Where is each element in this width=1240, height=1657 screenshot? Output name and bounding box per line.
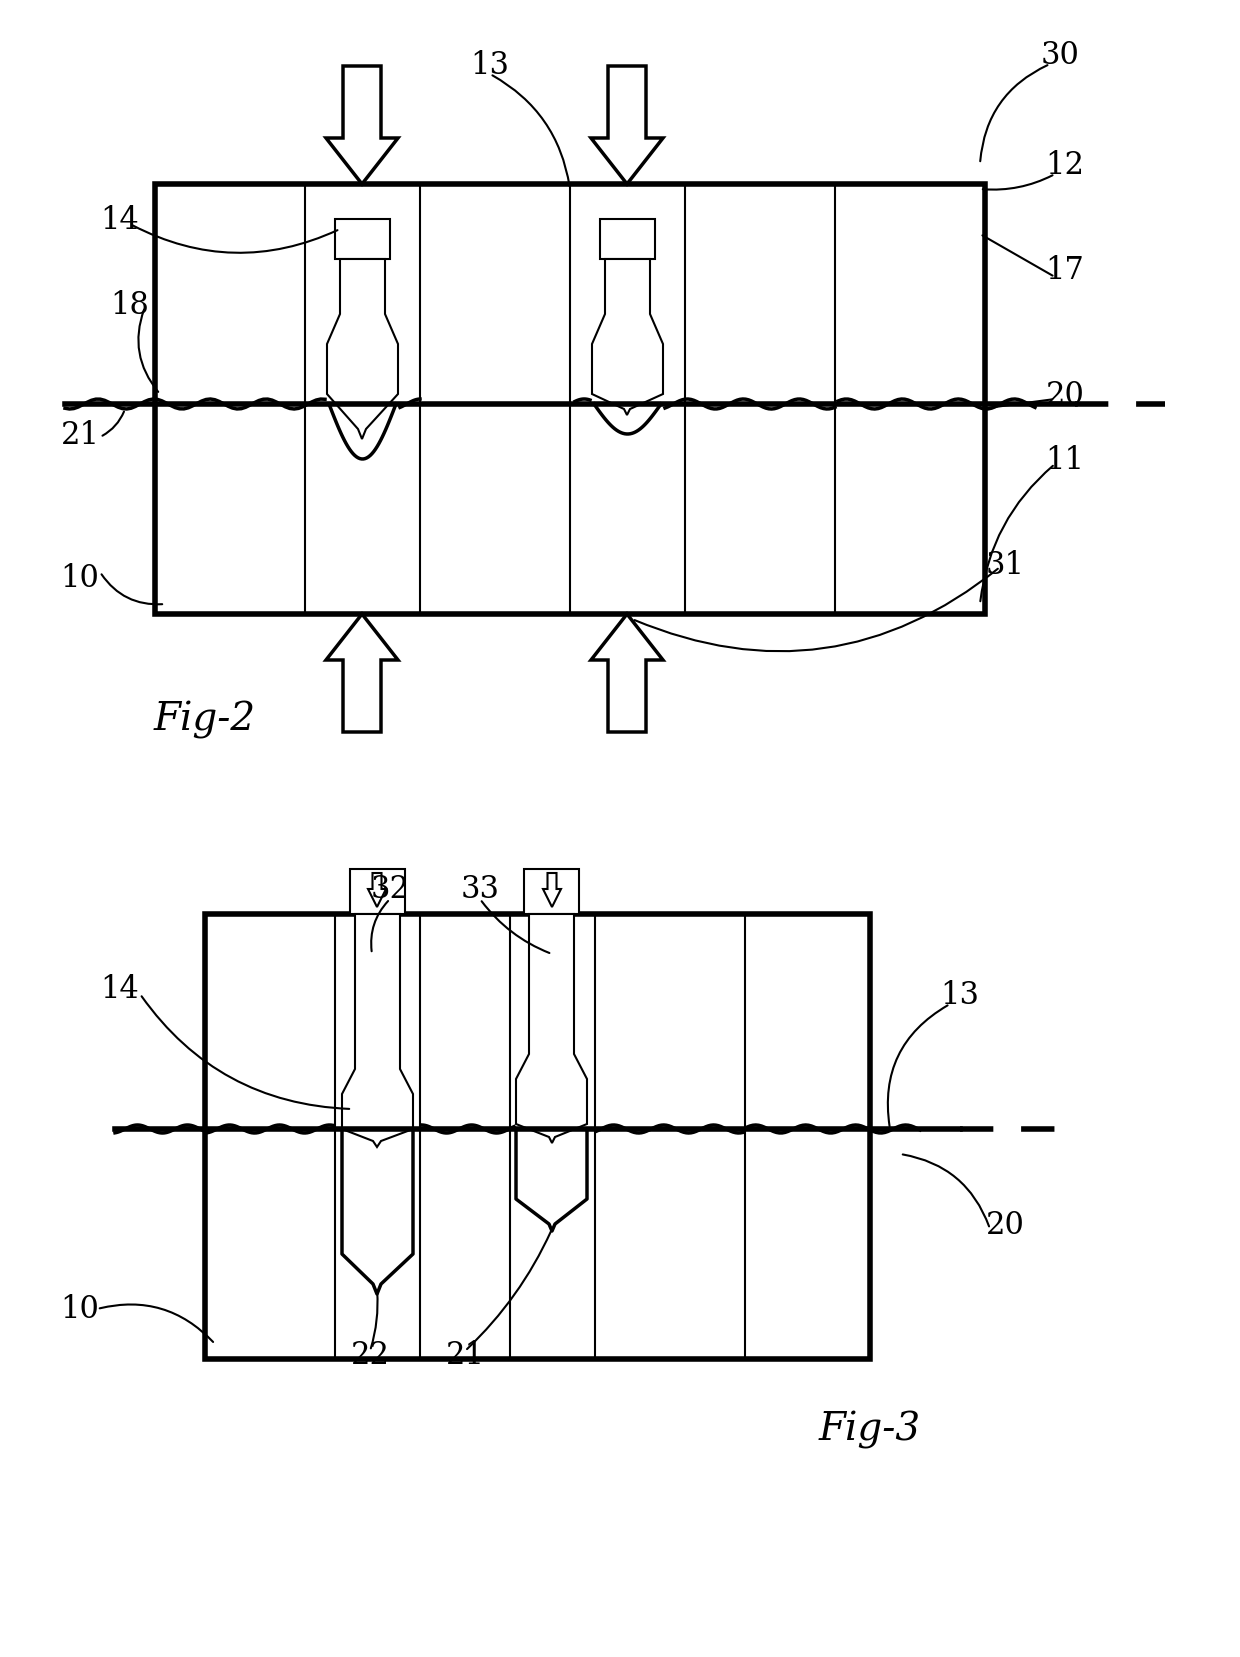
Text: Fig-3: Fig-3	[818, 1410, 921, 1448]
Text: 20: 20	[1045, 379, 1085, 411]
Bar	[335, 220, 391, 260]
Text: 33: 33	[460, 873, 500, 905]
Text: 10: 10	[61, 562, 99, 593]
Text: 30: 30	[1040, 40, 1080, 71]
Polygon shape	[591, 615, 663, 732]
Polygon shape	[516, 915, 587, 1143]
Polygon shape	[326, 615, 398, 732]
Text: 11: 11	[1045, 444, 1085, 476]
Bar	[525, 870, 579, 915]
Polygon shape	[326, 66, 398, 186]
Text: 22: 22	[351, 1339, 389, 1370]
Text: 31: 31	[986, 548, 1024, 580]
Bar	[205, 915, 870, 1359]
Text: Fig-2: Fig-2	[154, 701, 257, 739]
Polygon shape	[342, 915, 413, 1147]
Polygon shape	[368, 873, 386, 908]
Text: 21: 21	[445, 1339, 485, 1370]
Polygon shape	[543, 873, 560, 908]
Text: 17: 17	[1045, 254, 1085, 285]
Bar	[600, 220, 655, 260]
Text: 12: 12	[1045, 149, 1085, 181]
Bar	[155, 186, 985, 615]
Polygon shape	[327, 260, 398, 439]
Text: 21: 21	[61, 419, 99, 451]
Text: 18: 18	[110, 290, 150, 320]
Polygon shape	[591, 66, 663, 186]
Text: 13: 13	[470, 50, 510, 81]
Bar	[350, 870, 405, 915]
Text: 32: 32	[371, 873, 409, 905]
Text: 13: 13	[940, 979, 980, 1009]
Polygon shape	[591, 260, 663, 416]
Text: 20: 20	[986, 1208, 1024, 1239]
Text: 14: 14	[100, 974, 139, 1004]
Text: 10: 10	[61, 1294, 99, 1324]
Text: 14: 14	[100, 204, 139, 235]
